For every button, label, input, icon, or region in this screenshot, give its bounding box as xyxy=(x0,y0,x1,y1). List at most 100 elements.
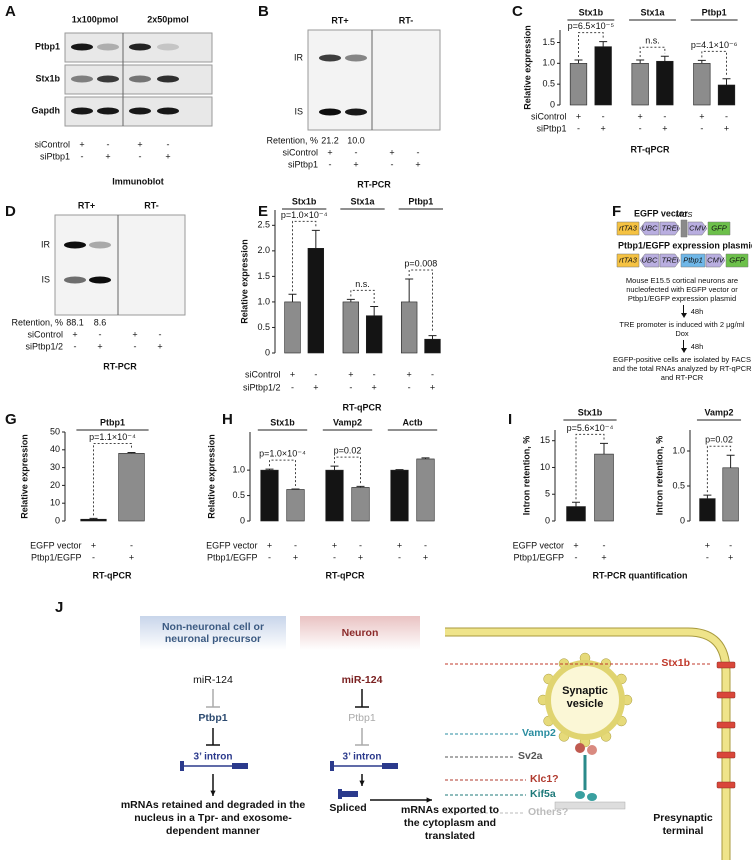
vesicle xyxy=(545,660,625,740)
outcome: mRNAs exported to the cytoplasm and tran… xyxy=(400,804,499,842)
error-bar xyxy=(636,59,645,64)
significance-bracket xyxy=(639,46,666,57)
condition-sign: + xyxy=(267,540,272,550)
panel-label: C xyxy=(512,3,523,20)
condition-label: EGFP vector xyxy=(206,540,257,550)
channel xyxy=(716,751,736,759)
p-value: p=5.6×10⁻⁴ xyxy=(567,423,614,433)
condition-sign: - xyxy=(349,382,352,392)
band xyxy=(129,43,151,51)
condition-sign: - xyxy=(167,139,170,149)
y-axis-label: Relative expression xyxy=(522,25,532,110)
caption: RT-PCR xyxy=(357,179,391,189)
condition-sign: + xyxy=(389,147,394,157)
target-gene: Kif5a xyxy=(530,788,556,800)
p-value: p=1.0×10⁻⁴ xyxy=(281,210,328,220)
y-tick-label: 30 xyxy=(50,462,60,472)
condition-sign: - xyxy=(359,540,362,550)
bar xyxy=(260,469,279,522)
y-axis-label: Relative expression xyxy=(206,434,216,519)
condition-sign: - xyxy=(81,151,84,161)
outcome: mRNAs retained and degraded in the nucle… xyxy=(120,799,306,837)
condition-sign: - xyxy=(373,369,376,379)
condition-sign: + xyxy=(358,552,363,562)
intron-label: 3’ intron xyxy=(343,752,382,763)
condition-sign: + xyxy=(332,540,337,550)
construct-part xyxy=(659,221,681,236)
lane-label: RT+ xyxy=(78,200,95,210)
microtubule xyxy=(554,801,626,810)
significance-bracket xyxy=(93,442,132,516)
condition-label: siControl xyxy=(34,139,70,149)
error-bar xyxy=(346,298,355,302)
bar xyxy=(400,301,418,354)
band-label: IR xyxy=(294,52,304,62)
p-value: p=1.1×10⁻⁴ xyxy=(89,432,136,442)
group-label: Stx1a xyxy=(350,196,375,206)
condition-sign: - xyxy=(603,540,606,550)
condition-label: siPtbp1 xyxy=(288,159,318,169)
group-label: Stx1b xyxy=(270,417,295,427)
condition-sign: - xyxy=(398,552,401,562)
error-bar xyxy=(697,59,706,64)
group-label: Ptbp1 xyxy=(100,417,125,427)
group-label: Vamp2 xyxy=(333,417,362,427)
intron-label: 3’ intron xyxy=(194,752,233,763)
column-label: 1x100pmol xyxy=(72,14,119,24)
condition-sign: + xyxy=(105,151,110,161)
condition-label: EGFP vector xyxy=(30,540,81,550)
condition-label: Ptbp1/EGFP xyxy=(31,552,82,562)
target-gene: Sv2a xyxy=(518,750,543,762)
y-tick-label: 10 xyxy=(50,498,60,508)
p-value: p=0.02 xyxy=(334,445,362,455)
condition-sign: - xyxy=(417,147,420,157)
condition-label: Ptbp1/EGFP xyxy=(207,552,258,562)
condition-sign: - xyxy=(706,552,709,562)
condition-sign: - xyxy=(291,382,294,392)
y-tick-label: 1.0 xyxy=(542,58,555,68)
retention-label: Retention, % xyxy=(266,135,318,145)
error-bar xyxy=(722,78,731,85)
condition-sign: - xyxy=(294,540,297,550)
retention-value: 8.6 xyxy=(94,317,107,327)
condition-sign: + xyxy=(397,540,402,550)
condition-sign: + xyxy=(137,139,142,149)
bar xyxy=(594,46,612,106)
lane-label: RT- xyxy=(144,200,159,210)
part-label: GFP xyxy=(729,255,744,264)
bar xyxy=(284,301,301,354)
significance-bracket xyxy=(350,289,375,304)
band xyxy=(345,108,367,116)
y-tick-label: 0 xyxy=(55,515,60,525)
condition-sign: - xyxy=(99,329,102,339)
error-bar xyxy=(127,451,136,454)
exon xyxy=(342,791,358,797)
condition-sign: - xyxy=(74,341,77,351)
arrow-head xyxy=(680,348,687,353)
error-bar xyxy=(428,335,437,340)
y-tick-label: 0 xyxy=(680,515,685,525)
condition-sign: + xyxy=(430,382,435,392)
caption: RT-PCR xyxy=(103,361,137,371)
band xyxy=(64,276,86,284)
condition-sign: + xyxy=(79,139,84,149)
condition-sign: - xyxy=(602,111,605,121)
exon xyxy=(180,761,184,771)
panel-label: B xyxy=(258,3,269,20)
p-value: n.s. xyxy=(645,36,660,46)
bar xyxy=(286,489,305,522)
condition-sign: - xyxy=(159,329,162,339)
bar xyxy=(656,60,674,106)
error-bar xyxy=(572,501,580,507)
caption: RT-qPCR xyxy=(343,402,382,412)
y-tick-label: 40 xyxy=(50,444,60,454)
condition-sign: + xyxy=(601,552,606,562)
band xyxy=(345,54,367,62)
construct-part xyxy=(616,253,640,268)
band-label: IS xyxy=(294,106,303,116)
arrow-shaft xyxy=(682,305,685,313)
construct-part xyxy=(725,253,749,268)
condition-label: Ptbp1/EGFP xyxy=(513,552,564,562)
target-gene: Vamp2 xyxy=(522,727,556,739)
condition-sign: + xyxy=(72,329,77,339)
